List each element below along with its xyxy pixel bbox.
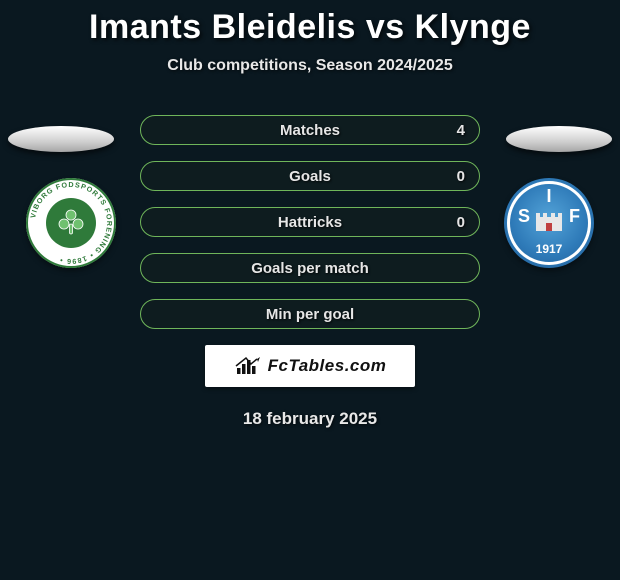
club-badge-viborg: VIBORG FODSPORTS FORENING • 1896 •: [26, 178, 116, 268]
sif-letter-s: S: [518, 206, 530, 227]
sif-ring: S I F 1917: [507, 181, 591, 265]
stat-label: Hattricks: [278, 214, 342, 231]
stat-value: 0: [457, 214, 465, 231]
footer-date: 18 february 2025: [0, 409, 620, 429]
stat-label: Goals per match: [251, 260, 369, 277]
svg-text:VIBORG FODSPORTS FORENING • 18: VIBORG FODSPORTS FORENING • 1896 •: [28, 180, 114, 266]
stat-row-matches: Matches 4: [140, 115, 480, 145]
viborg-ring-text-icon: VIBORG FODSPORTS FORENING • 1896 •: [28, 180, 114, 266]
player-photo-right: [506, 126, 612, 152]
stat-row-goals-per-match: Goals per match: [140, 253, 480, 283]
stat-row-min-per-goal: Min per goal: [140, 299, 480, 329]
stat-value: 4: [457, 122, 465, 139]
stat-value: 0: [457, 168, 465, 185]
sif-letter-f: F: [569, 206, 580, 227]
stats-list: Matches 4 Goals 0 Hattricks 0 Goals per …: [140, 115, 480, 329]
comparison-card: Imants Bleidelis vs Klynge Club competit…: [0, 0, 620, 580]
club-badge-sif: S I F 1917: [504, 178, 594, 268]
page-title: Imants Bleidelis vs Klynge: [0, 0, 620, 47]
viborg-ring: VIBORG FODSPORTS FORENING • 1896 •: [26, 178, 116, 268]
stat-row-goals: Goals 0: [140, 161, 480, 191]
sif-year: 1917: [510, 242, 588, 256]
bar-chart-icon: [234, 355, 262, 377]
sif-letter-i: I: [546, 186, 551, 207]
stat-label: Matches: [280, 122, 340, 139]
page-subtitle: Club competitions, Season 2024/2025: [0, 57, 620, 75]
stat-row-hattricks: Hattricks 0: [140, 207, 480, 237]
castle-icon: [534, 209, 564, 233]
stat-label: Min per goal: [266, 306, 354, 323]
stat-label: Goals: [289, 168, 331, 185]
player-photo-left: [8, 126, 114, 152]
branding-name: FcTables.com: [268, 356, 387, 376]
branding-box: FcTables.com: [205, 345, 415, 387]
